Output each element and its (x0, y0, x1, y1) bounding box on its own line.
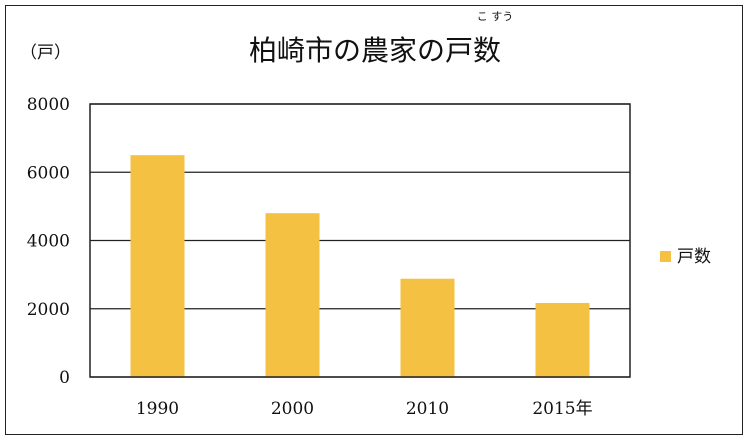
bar-2015年 (535, 302, 590, 377)
bars (130, 155, 590, 377)
chart-frame (5, 5, 743, 435)
title-ruby: こ すう (477, 10, 514, 23)
legend-swatch (660, 251, 671, 262)
x-tick-label: 2010 (406, 399, 449, 419)
x-tick-labels: 1990 2000 2010 2015年 (136, 399, 593, 419)
x-tick-label: 1990 (136, 399, 179, 419)
bar-2000 (265, 213, 320, 377)
x-tick-label: 2000 (271, 399, 314, 419)
y-tick-label: 8000 (27, 95, 70, 115)
plot-area-border (89, 103, 631, 378)
y-tick-label: 6000 (27, 163, 70, 183)
x-tick-label: 2015年 (532, 399, 592, 419)
chart-title: 柏崎市の農家の戸数 (249, 34, 501, 67)
bar-2010 (400, 278, 455, 377)
y-tick-label: 4000 (27, 232, 70, 252)
legend: 戸数 (660, 247, 711, 267)
y-unit-label: （戸） (20, 43, 71, 63)
y-tick-labels: 0 2000 4000 6000 8000 (27, 95, 70, 388)
legend-label: 戸数 (677, 247, 711, 267)
bar-1990 (130, 155, 185, 377)
y-tick-label: 2000 (27, 300, 70, 320)
y-tick-label: 0 (59, 368, 70, 388)
